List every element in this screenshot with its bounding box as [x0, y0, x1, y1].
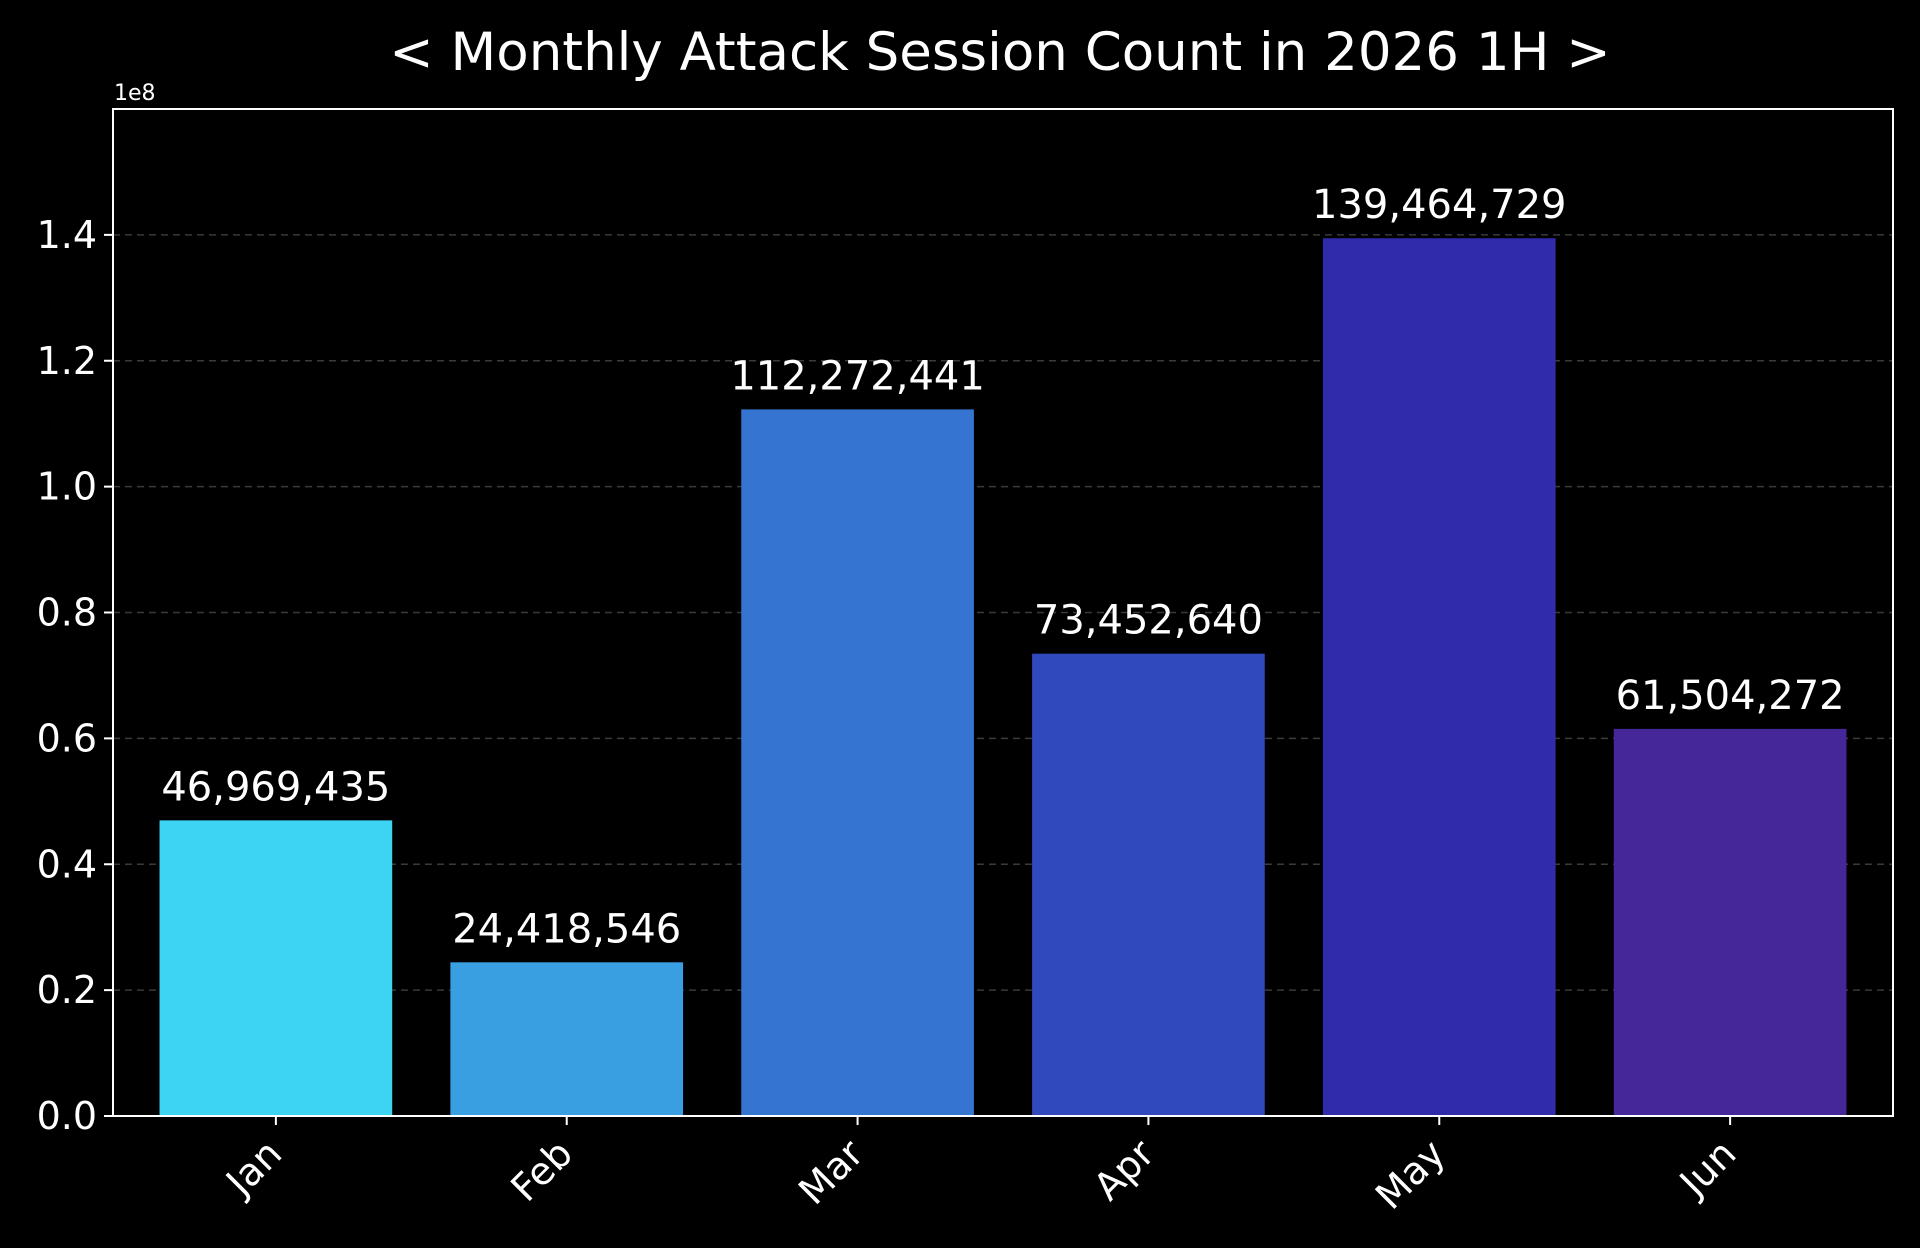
bars [159, 238, 1847, 1116]
data-label-jan: 46,969,435 [161, 764, 390, 810]
y-tick-label: 0.8 [37, 591, 97, 635]
bar-jun [1613, 728, 1847, 1116]
x-tick-label-feb: Feb [502, 1131, 581, 1210]
data-label-jun: 61,504,272 [1616, 673, 1845, 719]
y-tick-label: 1.4 [37, 213, 97, 257]
bar-jan [159, 820, 393, 1116]
data-label-apr: 73,452,640 [1034, 598, 1263, 644]
x-axis-ticks: Jan Feb Mar Apr May Jun [216, 1116, 1744, 1218]
y-axis-offset-label: 1e8 [114, 81, 156, 106]
x-tick-label-jun: Jun [1670, 1131, 1745, 1206]
x-tick-label-jan: Jan [216, 1131, 290, 1205]
y-tick-label: 1.0 [37, 465, 97, 509]
chart-title: < Monthly Attack Session Count in 2026 1… [389, 22, 1610, 83]
x-tick-label-may: May [1367, 1131, 1454, 1218]
data-label-mar: 112,272,441 [730, 353, 984, 399]
y-tick-label: 0.0 [37, 1094, 97, 1138]
y-tick-label: 1.2 [37, 339, 97, 383]
bar-apr [1032, 653, 1265, 1116]
data-label-feb: 24,418,546 [452, 906, 681, 952]
y-tick-label: 0.4 [37, 842, 97, 886]
x-tick-label-mar: Mar [790, 1131, 872, 1213]
bar-mar [741, 409, 974, 1116]
bar-may [1322, 238, 1556, 1116]
x-tick-label-apr: Apr [1085, 1131, 1163, 1209]
grid-lines [113, 234, 1893, 991]
y-tick-label: 0.2 [37, 968, 97, 1012]
bar-feb [450, 962, 684, 1116]
data-labels: 46,969,435 24,418,546 112,272,441 73,452,64… [161, 182, 1844, 952]
data-label-may: 139,464,729 [1312, 182, 1566, 228]
y-axis-ticks: 0.0 0.2 0.4 0.6 0.8 1.0 1.2 1.4 [37, 213, 113, 1138]
y-tick-label: 0.6 [37, 716, 97, 760]
